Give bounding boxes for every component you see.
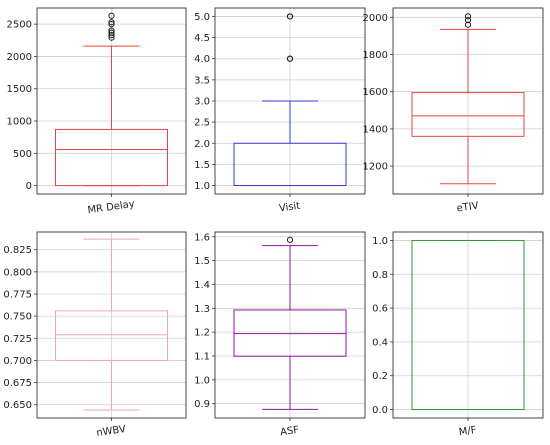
box	[55, 128, 168, 187]
outlier-point	[464, 21, 472, 28]
y-tick-label: 0.700	[3, 356, 32, 367]
y-tick-label: 1500	[7, 84, 32, 95]
boxplot-panel-3: 0.650 0.675 0.700 0.725 0.750 0.775 0.800 0.825…	[3, 231, 187, 439]
y-tick-label: 3.5	[194, 75, 210, 86]
boxplot-panel-2: 1200 1400 1600 1800 2000 eTIV	[363, 7, 544, 215]
y-tick-label: 1.6	[194, 232, 210, 243]
y-tick-label: 2500	[7, 20, 32, 31]
x-tick-label: eTIV	[456, 201, 480, 215]
y-tick-label: 3.0	[194, 97, 210, 108]
y-tick-label: 4.5	[194, 33, 210, 44]
y-tick-label: 1600	[363, 87, 388, 98]
box	[55, 310, 168, 361]
outlier-point	[108, 12, 115, 19]
x-tick-label: MR Delay	[87, 199, 136, 217]
outlier-point	[286, 236, 294, 243]
x-tick-label: ASF	[280, 425, 301, 439]
y-tick-label: 1.3	[194, 304, 210, 315]
outlier-point	[286, 13, 294, 20]
y-tick-label: 1.0	[372, 236, 388, 247]
y-tick-label: 1.5	[194, 256, 210, 267]
y-tick-label: 5.0	[194, 12, 210, 23]
y-tick-label: 0.6	[372, 304, 388, 315]
y-tick-label: 2.5	[194, 118, 210, 129]
y-tick-label: 2.0	[194, 139, 210, 150]
y-tick-label: 1200	[363, 162, 388, 173]
y-tick-label: 0.4	[372, 337, 388, 348]
y-tick-label: 2000	[363, 13, 388, 24]
outlier-point	[108, 27, 115, 34]
boxplot-panel-5: 0.0 0.2 0.4 0.6 0.8 1.0 M/F	[372, 231, 544, 438]
outlier-point	[108, 29, 115, 36]
outlier-point	[108, 21, 115, 28]
boxplot-panel-4: 0.9 1.0 1.1 1.2 1.3 1.4 1.5 1.6 ASF	[194, 231, 366, 439]
y-tick-label: 1.5	[194, 160, 210, 171]
y-tick-label: 4.0	[194, 54, 210, 65]
y-tick-label: 0	[26, 181, 32, 192]
y-tick-label: 0.8	[372, 270, 388, 281]
y-tick-label: 1.2	[194, 328, 210, 339]
y-tick-label: 1000	[7, 117, 32, 128]
y-tick-label: 1400	[363, 124, 388, 135]
y-tick-label: 1.4	[194, 280, 210, 291]
y-tick-label: 0.750	[3, 312, 32, 323]
y-tick-label: 500	[13, 149, 32, 160]
outlier-point	[286, 55, 294, 62]
y-tick-label: 1.0	[194, 181, 210, 192]
y-tick-label: 1800	[363, 50, 388, 61]
x-tick-label: Visit	[278, 201, 301, 215]
y-tick-label: 0.9	[194, 399, 210, 410]
y-tick-label: 0.825	[3, 245, 32, 256]
boxplot-panel-0: 0 500 1000 1500 2000 2500 MR Delay	[7, 7, 187, 217]
y-tick-label: 1.0	[194, 375, 210, 386]
y-tick-label: 0.2	[372, 371, 388, 382]
y-tick-label: 2000	[7, 52, 32, 63]
x-tick-label: M/F	[458, 425, 477, 438]
y-tick-label: 1.1	[194, 352, 210, 363]
y-tick-label: 0.0	[372, 405, 388, 416]
outlier-point	[108, 32, 115, 39]
boxplot-panel-1: 1.0 1.5 2.0 2.5 3.0 3.5 4.0 4.5 5.0 Visit	[194, 7, 366, 215]
y-tick-label: 0.800	[3, 267, 32, 278]
y-tick-label: 0.675	[3, 378, 32, 389]
box	[411, 92, 525, 137]
y-tick-label: 0.650	[3, 400, 32, 411]
y-tick-label: 0.725	[3, 334, 32, 345]
outlier-point	[464, 16, 472, 24]
x-tick-label: nWBV	[96, 424, 127, 439]
y-tick-label: 0.775	[3, 290, 32, 301]
outlier-point	[108, 19, 115, 26]
outlier-point	[464, 13, 472, 20]
